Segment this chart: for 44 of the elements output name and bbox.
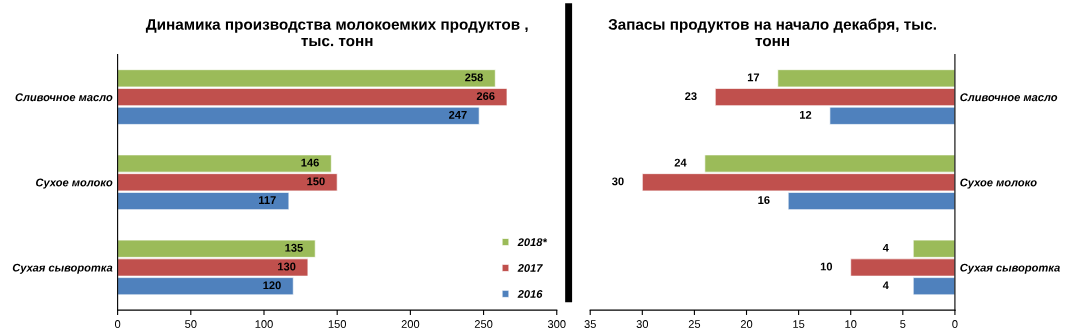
data-label: 120	[263, 281, 281, 290]
legend-label: 2017	[517, 264, 543, 272]
y-tick-label: Сухая сыворотка	[960, 263, 1060, 274]
chart-title: Динамика производства молокоемких продуктов , тыс. тонн	[145, 19, 528, 47]
x-tick-label: 30	[636, 320, 649, 328]
x-tick-label: 0	[114, 320, 121, 328]
data-label: 258	[465, 73, 483, 82]
data-label: 4	[882, 243, 889, 252]
x-tick-label: 100	[255, 320, 273, 328]
data-label: 23	[685, 92, 697, 101]
y-tick-label: Сухое молоко	[36, 178, 113, 189]
data-label: 130	[278, 262, 296, 271]
x-tick-label: 200	[401, 320, 420, 328]
data-label: 266	[476, 92, 495, 101]
legend-label: 2016	[517, 290, 543, 298]
x-tick-label: 250	[474, 320, 493, 328]
data-label: 10	[820, 262, 833, 271]
data-label: 12	[800, 110, 812, 119]
data-label: 150	[307, 177, 325, 186]
data-label: 135	[285, 243, 303, 252]
data-label: 30	[612, 177, 624, 186]
data-label: 117	[259, 196, 276, 204]
x-tick-label: 150	[328, 320, 347, 328]
x-tick-label: 300	[547, 320, 566, 328]
x-tick-label: 25	[688, 320, 701, 328]
x-tick-label: 5	[900, 320, 906, 328]
x-tick-label: 15	[793, 320, 805, 328]
x-tick-label: 0	[952, 320, 958, 328]
chart-title: Запасы продуктов на начало декабря, тыс. тонн	[608, 18, 936, 47]
legend-label: 2018*	[517, 238, 548, 247]
data-label: 17	[747, 73, 760, 82]
y-tick-label: Сухая сыворотка	[12, 263, 113, 274]
data-label: 146	[301, 158, 319, 167]
x-tick-label: 20	[740, 320, 753, 328]
y-tick-label: Сливочное масло	[960, 93, 1058, 102]
x-tick-label: 35	[584, 320, 596, 328]
x-tick-label: 50	[185, 320, 197, 328]
data-label: 16	[758, 196, 770, 204]
data-label: 24	[674, 158, 687, 167]
y-tick-label: Сливочное масло	[15, 93, 113, 102]
data-label: 4	[882, 281, 889, 290]
x-tick-label: 10	[845, 320, 857, 328]
y-tick-label: Сухое молоко	[960, 178, 1037, 189]
data-label: 247	[449, 110, 467, 119]
